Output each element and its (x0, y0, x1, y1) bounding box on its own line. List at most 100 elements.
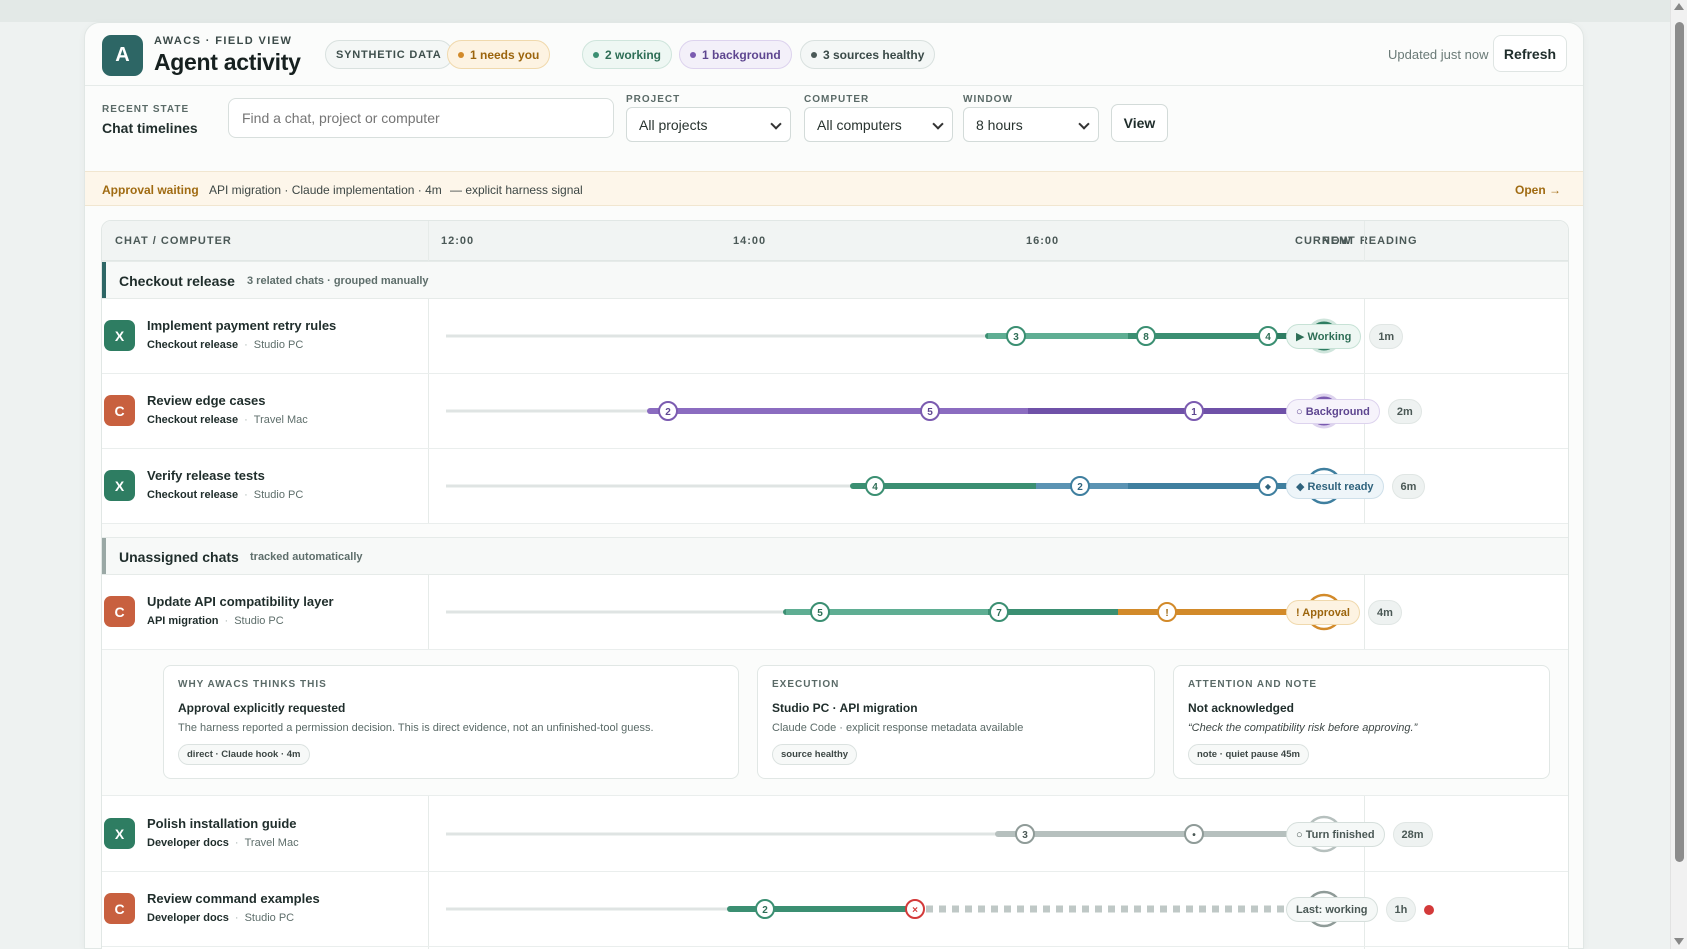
timeline-track: 2 × ? (446, 890, 1343, 928)
timeline-track: 5 7 ! ! (446, 593, 1343, 631)
svg-text:•: • (1192, 830, 1196, 841)
scrollbar-thumb[interactable] (1675, 22, 1684, 862)
svg-text:2: 2 (665, 407, 671, 418)
search-input[interactable] (228, 98, 614, 138)
col-reading-header: CURRENT READING (1295, 235, 1418, 247)
chat-title: Review edge cases (147, 393, 266, 408)
chat-meta: Checkout release · Studio PC (147, 489, 304, 501)
group-name: Unassigned chats (119, 549, 239, 565)
chat-meta: Developer docs · Travel Mac (147, 837, 299, 849)
needs-you-dot-icon (458, 51, 464, 58)
age-badge: 6m (1391, 474, 1426, 499)
tick-label: 14:00 (733, 235, 767, 247)
current-reading: ○ Background 2m (1286, 399, 1422, 424)
svg-text:2: 2 (762, 905, 768, 916)
svg-text:3: 3 (1013, 332, 1019, 343)
tick-label: 16:00 (1026, 235, 1060, 247)
approval-banner: Approval waiting API migration · Claude … (85, 171, 1583, 206)
table-row[interactable]: C Review command examples Developer docs… (102, 872, 1568, 947)
why-chip: direct · Claude hook · 4m (178, 744, 310, 765)
group-header[interactable]: Checkout release 3 related chats · group… (102, 261, 1568, 299)
why-card: WHY AWACS THINKS THIS Approval explicitl… (163, 665, 739, 779)
timeline-track: 2 5 1 (446, 393, 1342, 429)
computer-select[interactable]: All computers (804, 107, 953, 142)
approval-open-link[interactable]: Open → (1514, 183, 1561, 197)
project-select[interactable]: All projects (626, 107, 791, 142)
background-pill[interactable]: 1 background (679, 40, 792, 69)
chat-meta: Checkout release · Travel Mac (147, 414, 308, 426)
computer-label: COMPUTER (804, 94, 870, 105)
updated-status: Updated just now (1388, 47, 1489, 62)
svg-text:4: 4 (1265, 332, 1271, 343)
working-pill[interactable]: 2 working (582, 40, 673, 69)
refresh-button[interactable]: Refresh (1493, 35, 1567, 72)
timeline-marker: 5 (920, 401, 940, 421)
window-select-value: 8 hours (976, 116, 1023, 133)
current-reading: Last: working 1h (1286, 897, 1435, 922)
timeline-marker: 3 (1015, 824, 1035, 844)
table-row[interactable]: X Verify release tests Checkout release ·… (102, 449, 1568, 524)
why-title: Approval explicitly requested (178, 701, 346, 715)
timeline-track: 3 8 4 (446, 318, 1342, 354)
timeline-marker: 1 (1184, 401, 1204, 421)
why-description: The harness reported a permission decisi… (178, 722, 654, 734)
scroll-up-icon[interactable] (1674, 3, 1684, 10)
stale-alert-icon (1424, 904, 1435, 915)
timeline-marker: 8 (1136, 326, 1156, 346)
table-row[interactable]: X Implement payment retry rules Checkout… (102, 299, 1568, 374)
header: A AWACS · FIELD VIEW Agent activity SYNT… (85, 23, 1583, 85)
agent-avatar: C (104, 395, 135, 426)
agent-avatar: X (104, 818, 135, 849)
vertical-scrollbar[interactable] (1670, 0, 1687, 949)
current-reading: ! Approval 4m (1286, 600, 1402, 625)
project-select-value: All projects (639, 116, 708, 133)
chat-title: Review command examples (147, 891, 320, 906)
age-badge: 1h (1385, 897, 1417, 922)
attention-card: ATTENTION AND NOTE Not acknowledged “Che… (1173, 665, 1550, 779)
timeline-marker: 4 (1258, 326, 1278, 346)
tick-label: NOW (1322, 235, 1352, 247)
timeline-marker: 3 (1006, 326, 1026, 346)
scroll-down-icon[interactable] (1674, 938, 1684, 945)
group-header[interactable]: Unassigned chats tracked automatically (102, 537, 1568, 575)
svg-text:×: × (912, 905, 918, 916)
chat-title: Verify release tests (147, 468, 265, 483)
needs-you-pill[interactable]: 1 needs you (447, 40, 551, 69)
timeline-marker: 5 (810, 602, 830, 622)
sources-healthy-pill[interactable]: 3 sources healthy (800, 40, 936, 69)
top-strip (0, 0, 1670, 22)
svg-text:5: 5 (927, 407, 933, 418)
status-badge: ! Approval (1286, 600, 1360, 625)
tick-label: 12:00 (441, 235, 475, 247)
window-select[interactable]: 8 hours (963, 107, 1099, 142)
group-accent-bar (102, 538, 106, 574)
attention-title: Not acknowledged (1188, 701, 1295, 715)
execution-chip: source healthy (772, 744, 858, 765)
chat-title: Implement payment retry rules (147, 318, 337, 333)
agent-avatar: C (104, 596, 135, 627)
approval-status: Approval waiting (102, 183, 199, 197)
table-row[interactable]: X Polish installation guide Developer do… (102, 797, 1568, 872)
attention-chip[interactable]: note · quiet pause 45m (1188, 744, 1309, 765)
timeline-marker: ! (1157, 602, 1177, 622)
age-badge: 4m (1368, 600, 1402, 625)
group-accent-bar (102, 262, 106, 298)
table-header: CHAT / COMPUTER 12:00 14:00 16:00 NOW CU… (102, 221, 1568, 261)
age-badge: 1m (1369, 324, 1404, 349)
view-button[interactable]: View (1111, 104, 1168, 142)
chat-title: Update API compatibility layer (147, 594, 334, 609)
computer-select-value: All computers (817, 116, 902, 133)
table-row[interactable]: C Update API compatibility layer API mig… (102, 575, 1568, 650)
table-row[interactable]: C Review edge cases Checkout release · Tra… (102, 374, 1568, 449)
timeline-marker: 2 (755, 899, 775, 919)
chevron-down-icon (932, 118, 944, 130)
recent-state-value: Chat timelines (102, 120, 198, 136)
why-heading: WHY AWACS THINKS THIS (178, 679, 327, 690)
timeline-marker: × (905, 899, 925, 919)
app-logo: A (102, 35, 143, 76)
current-reading: ○ Turn finished 28m (1286, 822, 1433, 847)
timeline-track: 4 2 ◆ ◆ (446, 467, 1343, 505)
window-label: WINDOW (963, 94, 1013, 105)
project-label: PROJECT (626, 94, 681, 105)
chat-meta: API migration · Studio PC (147, 615, 284, 627)
